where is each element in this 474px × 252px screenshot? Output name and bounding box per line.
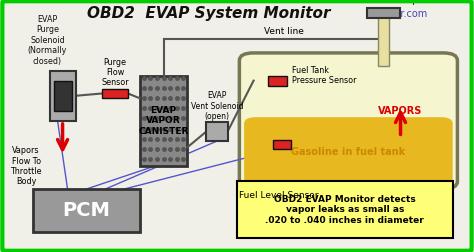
Bar: [102, 89, 128, 98]
Text: PCM: PCM: [63, 201, 110, 220]
Text: EVAP
Vent Solenoid
(open): EVAP Vent Solenoid (open): [191, 91, 243, 121]
Bar: [268, 76, 287, 86]
Bar: [273, 140, 291, 149]
Bar: [237, 181, 453, 238]
FancyBboxPatch shape: [244, 117, 453, 186]
Text: OBD2  EVAP System Monitor: OBD2 EVAP System Monitor: [87, 6, 330, 21]
Bar: [367, 8, 400, 18]
Bar: [54, 81, 72, 111]
Text: OBD2 EVAP Monitor detects
vapor leaks as small as
.020 to .040 inches in diamete: OBD2 EVAP Monitor detects vapor leaks as…: [265, 195, 424, 225]
Bar: [206, 122, 228, 141]
Bar: [140, 76, 187, 166]
FancyBboxPatch shape: [33, 189, 140, 232]
Text: AA1Car.com: AA1Car.com: [368, 9, 428, 19]
FancyBboxPatch shape: [239, 53, 457, 189]
Text: Vapors
Flow To
Throttle
Body: Vapors Flow To Throttle Body: [10, 146, 42, 186]
Text: Fuel Tank
Pressure Sensor: Fuel Tank Pressure Sensor: [292, 66, 356, 85]
Text: Vent line: Vent line: [264, 27, 304, 36]
Text: EVAP
Purge
Solenoid
(Normally
closed): EVAP Purge Solenoid (Normally closed): [27, 15, 67, 66]
Text: Purge
Flow
Sensor: Purge Flow Sensor: [101, 58, 129, 87]
Bar: [378, 10, 389, 66]
Text: Fuel Level Sensor: Fuel Level Sensor: [239, 191, 319, 200]
Text: VAPORS: VAPORS: [378, 106, 423, 116]
Text: Gasoline in fuel tank: Gasoline in fuel tank: [291, 147, 406, 158]
Bar: [50, 71, 76, 121]
Text: Sealed Fuel Cap: Sealed Fuel Cap: [350, 0, 417, 5]
Text: EVAP
VAPOR
CANISTER: EVAP VAPOR CANISTER: [138, 106, 189, 136]
